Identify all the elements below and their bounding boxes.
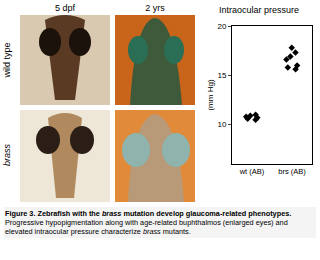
html-text:wild type: wild type bbox=[2, 42, 12, 78]
svg-text:wt (AB): wt (AB) bbox=[239, 167, 265, 176]
html-text:2 yrs: 2 yrs bbox=[145, 3, 165, 13]
html-text:Figure 3. Zebrafish with the b: Figure 3. Zebrafish with the brass mutat… bbox=[5, 209, 292, 218]
svg-text:15: 15 bbox=[217, 71, 226, 80]
svg-text:(mm Hg): (mm Hg) bbox=[206, 79, 215, 110]
svg-text:brs (AB): brs (AB) bbox=[278, 167, 306, 176]
svg-text:10: 10 bbox=[217, 120, 226, 129]
svg-text:Intraocular pressure: Intraocular pressure bbox=[219, 5, 299, 15]
html-text:5 dpf: 5 dpf bbox=[55, 3, 75, 13]
svg-text:20: 20 bbox=[217, 22, 226, 31]
html-text:brass: brass bbox=[2, 144, 12, 166]
html-text:Progressive hypopigmentation a: Progressive hypopigmentation along with … bbox=[5, 218, 288, 236]
